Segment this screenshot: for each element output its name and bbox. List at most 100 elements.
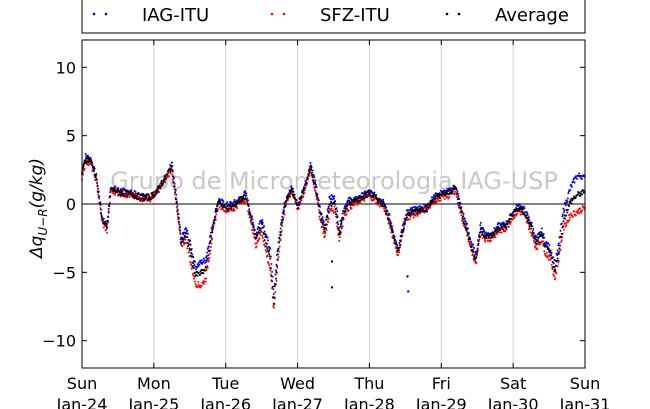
point [477,248,480,251]
point [278,241,281,244]
point [302,192,305,195]
point [360,199,363,201]
point [275,271,278,274]
point [185,232,188,235]
point [531,229,534,232]
point [415,209,418,212]
point [560,232,563,235]
point [532,232,535,235]
point [527,222,530,225]
point [215,210,218,213]
point [548,244,551,247]
point [275,264,278,267]
outlier-point-2 [406,275,409,278]
point [528,219,531,222]
point [420,206,423,209]
point [82,166,85,169]
point [340,220,343,223]
point [214,217,217,220]
point [579,195,582,198]
point [388,221,391,224]
point [565,224,568,227]
x-tick-date-label: Jan-26 [199,395,251,409]
point [285,202,288,205]
point [241,196,244,199]
point [393,237,396,240]
point [401,230,404,233]
point [537,236,540,239]
point [265,245,268,248]
point [234,200,237,203]
point [496,229,499,232]
point [485,234,488,237]
point [499,228,502,231]
point [252,226,255,229]
point [302,195,305,198]
point [323,234,326,237]
point [169,170,172,173]
x-tick-day-label: Thu [353,374,384,393]
point [316,193,319,196]
point [169,172,172,175]
point [385,212,388,215]
point [263,244,266,247]
point [484,236,487,239]
point [305,181,308,184]
point [542,240,545,243]
point [345,207,348,210]
point [239,195,242,198]
point [337,227,340,230]
point [108,204,111,207]
point [493,234,496,237]
point [333,195,336,198]
point [464,219,467,222]
point [197,271,200,274]
point [386,210,389,213]
point [532,227,535,230]
point [272,306,275,309]
point [313,181,316,184]
point [377,201,380,204]
point [336,216,339,219]
point [255,245,258,248]
point [95,182,98,185]
point [569,189,572,192]
point [549,249,552,252]
point [322,220,325,223]
point [338,233,341,236]
point [272,304,275,307]
x-tick-day-label: Fri [432,374,451,393]
point [471,249,474,252]
point [197,261,200,264]
point [312,174,315,177]
point [215,207,218,210]
point [479,231,482,234]
point [139,199,142,202]
point [173,185,176,188]
point [533,234,536,237]
point [192,266,195,269]
point [307,174,310,177]
point [264,235,267,238]
point [244,200,247,203]
point [398,246,401,249]
point [192,262,195,265]
point [333,202,336,205]
point [83,167,86,170]
point [432,195,435,198]
point [529,231,532,234]
point [173,177,176,180]
point [169,168,172,171]
point [571,180,574,183]
point [84,159,87,162]
point [572,197,575,200]
point [202,272,205,275]
point [448,195,451,198]
point [245,199,248,202]
point [382,198,385,201]
point [522,205,525,208]
point [278,237,281,240]
point [175,198,178,201]
point [271,285,274,288]
point [271,270,274,273]
